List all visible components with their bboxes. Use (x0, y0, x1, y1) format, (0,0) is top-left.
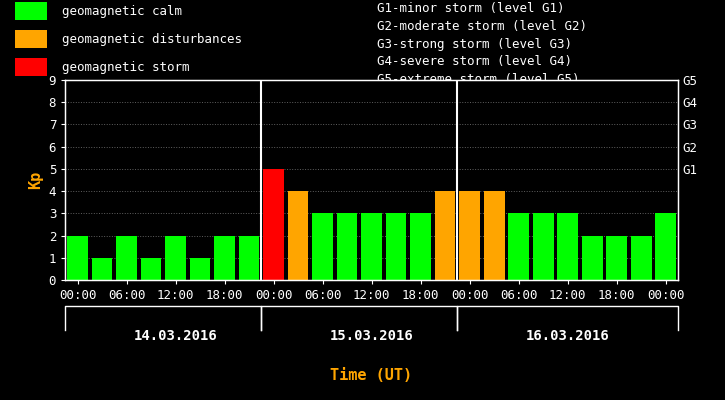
Bar (631, 236, 652, 280)
Bar (361, 213, 382, 280)
Text: G3-strong storm (level G3): G3-strong storm (level G3) (377, 38, 572, 51)
Y-axis label: Kp: Kp (28, 171, 44, 189)
Text: G2-moderate storm (level G2): G2-moderate storm (level G2) (377, 20, 587, 33)
Text: G4-severe storm (level G4): G4-severe storm (level G4) (377, 55, 572, 68)
Bar (263, 169, 284, 280)
Text: 15.03.2016: 15.03.2016 (330, 329, 413, 343)
Bar (116, 236, 137, 280)
Bar (239, 236, 260, 280)
Bar (14, 2, 47, 20)
Bar (386, 213, 407, 280)
Bar (435, 191, 455, 280)
Bar (14, 58, 47, 76)
Bar (655, 213, 676, 280)
Bar (410, 213, 431, 280)
Bar (214, 236, 235, 280)
Text: geomagnetic storm: geomagnetic storm (62, 62, 189, 74)
Bar (508, 213, 529, 280)
Bar (558, 213, 578, 280)
Text: Time (UT): Time (UT) (331, 368, 413, 384)
Bar (91, 258, 112, 280)
Text: geomagnetic calm: geomagnetic calm (62, 6, 182, 18)
Bar (190, 258, 210, 280)
Bar (312, 213, 333, 280)
Bar (459, 191, 480, 280)
Bar (484, 191, 505, 280)
Text: 16.03.2016: 16.03.2016 (526, 329, 610, 343)
Text: G5-extreme storm (level G5): G5-extreme storm (level G5) (377, 73, 579, 86)
Bar (581, 236, 602, 280)
Bar (336, 213, 357, 280)
Text: geomagnetic disturbances: geomagnetic disturbances (62, 34, 241, 46)
Bar (533, 213, 553, 280)
Bar (288, 191, 308, 280)
Bar (165, 236, 186, 280)
Bar (14, 30, 47, 48)
Bar (67, 236, 88, 280)
Bar (141, 258, 162, 280)
Bar (606, 236, 627, 280)
Text: G1-minor storm (level G1): G1-minor storm (level G1) (377, 2, 565, 15)
Text: 14.03.2016: 14.03.2016 (133, 329, 218, 343)
